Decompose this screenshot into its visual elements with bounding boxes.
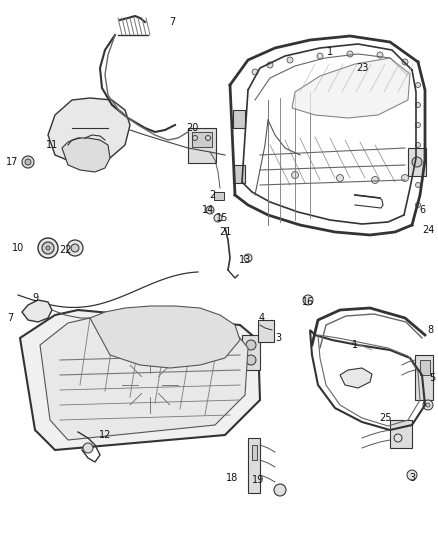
Text: 14: 14 <box>202 205 214 215</box>
Polygon shape <box>90 306 240 368</box>
Polygon shape <box>48 98 130 165</box>
Text: 17: 17 <box>6 157 18 167</box>
Bar <box>390 420 412 448</box>
Bar <box>408 148 426 176</box>
Text: 20: 20 <box>186 123 198 133</box>
Circle shape <box>336 174 343 182</box>
Circle shape <box>246 340 256 350</box>
Text: 19: 19 <box>252 475 264 485</box>
Bar <box>252 445 257 460</box>
Bar <box>214 192 224 200</box>
Text: 22: 22 <box>59 245 71 255</box>
Circle shape <box>74 154 82 162</box>
Text: 7: 7 <box>169 17 175 27</box>
Circle shape <box>416 83 420 87</box>
Circle shape <box>38 238 58 258</box>
Bar <box>248 438 260 493</box>
Bar <box>188 128 216 163</box>
Polygon shape <box>22 300 52 322</box>
Text: 24: 24 <box>422 225 434 235</box>
Circle shape <box>189 384 201 396</box>
Bar <box>420 360 430 375</box>
Text: 2: 2 <box>209 190 215 200</box>
Circle shape <box>371 176 378 183</box>
Circle shape <box>402 174 409 182</box>
Circle shape <box>402 59 408 65</box>
Circle shape <box>252 69 258 75</box>
Circle shape <box>377 52 383 58</box>
Circle shape <box>110 345 190 425</box>
Circle shape <box>206 206 214 214</box>
Circle shape <box>416 142 420 148</box>
Text: 21: 21 <box>219 227 231 237</box>
Circle shape <box>244 254 252 262</box>
Text: 3: 3 <box>275 333 281 343</box>
Circle shape <box>412 157 422 167</box>
Text: 5: 5 <box>429 373 435 383</box>
Circle shape <box>287 57 293 63</box>
Circle shape <box>25 159 31 165</box>
Circle shape <box>416 182 420 188</box>
Text: 25: 25 <box>379 413 391 423</box>
Text: 16: 16 <box>302 297 314 307</box>
Text: 15: 15 <box>216 213 228 223</box>
Circle shape <box>22 156 34 168</box>
Polygon shape <box>20 310 260 450</box>
Text: 1: 1 <box>352 340 358 350</box>
Text: 23: 23 <box>356 63 368 73</box>
Text: 11: 11 <box>46 140 58 150</box>
Bar <box>242 335 260 370</box>
Text: 3: 3 <box>409 473 415 483</box>
Circle shape <box>85 143 95 153</box>
Text: 1: 1 <box>327 47 333 57</box>
Circle shape <box>274 484 286 496</box>
Circle shape <box>394 434 402 442</box>
Circle shape <box>317 53 323 59</box>
Circle shape <box>416 163 420 167</box>
Circle shape <box>46 246 50 250</box>
Circle shape <box>83 443 93 453</box>
Polygon shape <box>62 138 110 172</box>
Polygon shape <box>340 368 372 388</box>
Circle shape <box>246 355 256 365</box>
Circle shape <box>426 403 430 407</box>
Text: 18: 18 <box>226 473 238 483</box>
Circle shape <box>71 151 85 165</box>
Circle shape <box>138 373 162 397</box>
Bar <box>233 110 245 128</box>
Circle shape <box>423 400 433 410</box>
Text: 6: 6 <box>419 205 425 215</box>
Circle shape <box>416 123 420 127</box>
Circle shape <box>71 244 79 252</box>
Text: 4: 4 <box>259 313 265 323</box>
Circle shape <box>42 242 54 254</box>
Circle shape <box>170 365 220 415</box>
Text: 9: 9 <box>32 293 38 303</box>
Text: 12: 12 <box>99 430 111 440</box>
Circle shape <box>416 203 420 207</box>
Text: 7: 7 <box>7 313 13 323</box>
Text: 8: 8 <box>427 325 433 335</box>
Circle shape <box>416 102 420 108</box>
Circle shape <box>407 470 417 480</box>
Bar <box>233 165 245 183</box>
Bar <box>415 355 433 400</box>
Text: 13: 13 <box>239 255 251 265</box>
Circle shape <box>180 375 210 405</box>
Bar <box>192 132 212 147</box>
Circle shape <box>267 62 273 68</box>
Circle shape <box>122 357 178 413</box>
Polygon shape <box>40 318 248 440</box>
Text: 10: 10 <box>12 243 24 253</box>
Circle shape <box>347 51 353 57</box>
Bar <box>258 320 274 342</box>
Circle shape <box>303 295 313 305</box>
Circle shape <box>67 240 83 256</box>
Polygon shape <box>292 58 410 118</box>
Circle shape <box>292 172 299 179</box>
Circle shape <box>214 214 222 222</box>
